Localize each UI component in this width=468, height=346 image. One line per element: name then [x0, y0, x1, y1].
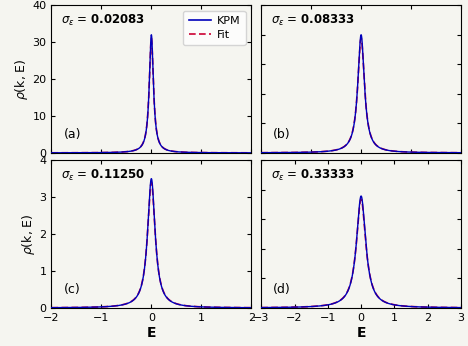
Y-axis label: $\rho$(k, E): $\rho$(k, E): [13, 58, 29, 100]
Text: $\sigma_\varepsilon$ = $\mathbf{0.08333}$: $\sigma_\varepsilon$ = $\mathbf{0.08333}…: [271, 12, 355, 28]
Text: $\sigma_\varepsilon$ = $\mathbf{0.02083}$: $\sigma_\varepsilon$ = $\mathbf{0.02083}…: [61, 12, 146, 28]
X-axis label: E: E: [356, 326, 366, 339]
X-axis label: E: E: [146, 326, 156, 339]
Text: (b): (b): [273, 128, 291, 141]
Text: (c): (c): [64, 283, 80, 296]
Text: (a): (a): [64, 128, 81, 141]
Text: (d): (d): [273, 283, 291, 296]
Legend: KPM, Fit: KPM, Fit: [183, 11, 246, 45]
Text: $\sigma_\varepsilon$ = $\mathbf{0.11250}$: $\sigma_\varepsilon$ = $\mathbf{0.11250}…: [61, 168, 146, 183]
Text: $\sigma_\varepsilon$ = $\mathbf{0.33333}$: $\sigma_\varepsilon$ = $\mathbf{0.33333}…: [271, 168, 355, 183]
Y-axis label: $\rho$(k, E): $\rho$(k, E): [20, 213, 37, 255]
